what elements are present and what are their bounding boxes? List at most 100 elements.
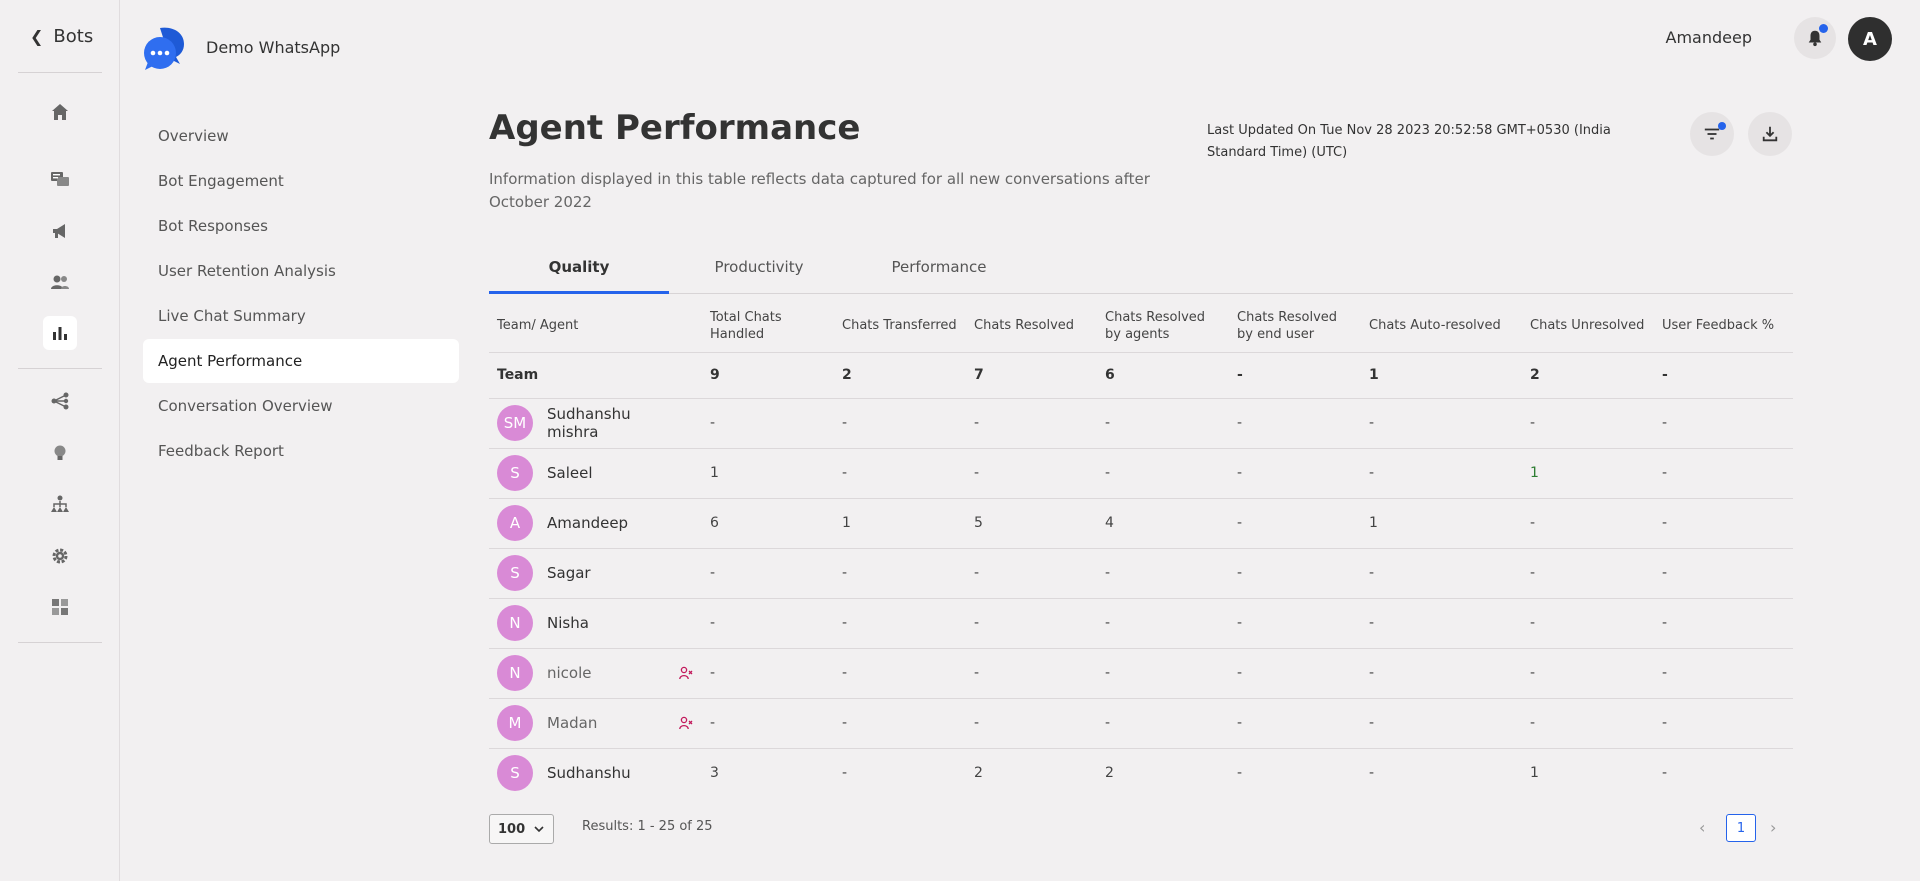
download-button[interactable] [1748,112,1792,156]
table-cell: - [834,597,966,648]
rail-divider [18,642,102,643]
table-cell: - [834,647,966,698]
agent-name: Sagar [547,564,591,582]
table-cell: - [834,547,966,598]
table-cell: - [1097,397,1229,448]
agent-name: Amandeep [547,514,629,532]
table-row: A Amandeep 6 1 5 4 - 1 - - [489,497,1793,548]
col-header-auto-resolved[interactable]: Chats Auto-resolved [1369,318,1501,334]
table-cell: - [1361,447,1522,498]
table-cell: - [1229,597,1361,648]
col-header-resolved-by-end-user[interactable]: Chats Resolved by end user [1237,309,1338,342]
table-cell: - [1654,547,1793,598]
table-cell: - [1229,697,1361,748]
agent-name: Madan [547,714,598,732]
subnav-item-conversation-overview[interactable]: Conversation Overview [158,397,333,415]
table-cell: - [1361,747,1522,798]
chat-icon[interactable] [43,162,77,196]
user-avatar[interactable]: A [1848,17,1892,61]
table-cell: - [702,647,834,698]
col-header-user-feedback[interactable]: User Feedback % [1662,318,1775,334]
table-cell: 1 [1522,747,1654,798]
notifications-button[interactable] [1794,17,1836,59]
agent-name: Saleel [547,464,593,482]
col-header-team-agent[interactable]: Team/ Agent [497,318,579,334]
table-cell: - [1654,647,1793,698]
table-cell: - [1097,447,1229,498]
filter-icon [1704,128,1720,140]
subnav-item-user-retention[interactable]: User Retention Analysis [158,262,336,280]
gear-icon[interactable] [43,539,77,573]
team-cell: - [1654,351,1793,398]
back-to-bots-link[interactable]: ❮ Bots [30,26,93,47]
table-row: S Sudhanshu 3 - 2 2 - - 1 - [489,747,1793,798]
prev-page-button[interactable]: ‹ [1699,818,1706,837]
table-cell: - [966,697,1097,748]
agent-avatar: S [497,555,533,591]
table-cell: - [1361,597,1522,648]
table-cell: - [1097,597,1229,648]
subnav-item-feedback-report[interactable]: Feedback Report [158,442,284,460]
users-icon[interactable] [43,265,77,299]
puzzle-icon[interactable] [43,590,77,624]
team-cell: 2 [1522,351,1654,398]
team-cell: - [1229,351,1361,398]
icon-rail: ❮ Bots [0,0,120,881]
agent-performance-table: Team/ Agent Total Chats Handled Chats Tr… [489,300,1793,798]
page-number-button[interactable]: 1 [1726,814,1756,842]
agent-name: Sudhanshu mishra [547,405,631,441]
table-cell: - [702,397,834,448]
table-cell: - [966,547,1097,598]
table-row: M Madan - - - - - - - - [489,697,1793,748]
table-row: N Nisha - - - - - - - - [489,597,1793,648]
subnav-item-agent-performance[interactable]: Agent Performance [143,339,459,383]
table-cell: - [966,397,1097,448]
bulb-icon[interactable] [43,436,77,470]
team-cell: 2 [834,351,966,398]
team-summary-row: Team 9 2 7 6 - 1 2 - [489,351,1793,398]
tab-quality[interactable]: Quality [489,250,669,294]
tab-performance[interactable]: Performance [891,258,987,276]
filter-button[interactable] [1690,112,1734,156]
table-cell: 2 [966,747,1097,798]
table-cell: - [834,447,966,498]
table-cell: - [1522,497,1654,548]
col-header-unresolved[interactable]: Chats Unresolved [1530,318,1645,334]
table-cell: 4 [1097,497,1229,548]
flow-icon[interactable] [43,384,77,418]
col-header-total-chats[interactable]: Total Chats Handled [710,309,782,342]
analytics-subnav: Overview Bot Engagement Bot Responses Us… [143,114,459,474]
team-cell: 9 [702,351,834,398]
bot-logo-icon [142,24,190,72]
col-header-chats-transferred[interactable]: Chats Transferred [842,318,957,334]
megaphone-icon[interactable] [43,214,77,248]
hierarchy-icon[interactable] [43,487,77,521]
team-cell: 7 [966,351,1097,398]
user-removed-icon [679,666,693,680]
table-cell: - [1522,597,1654,648]
agent-name: Nisha [547,614,589,632]
page-size-value: 100 [498,821,526,837]
subnav-item-bot-responses[interactable]: Bot Responses [158,217,268,235]
table-cell: - [834,397,966,448]
table-cell: 1 [702,447,834,498]
table-cell: - [1229,547,1361,598]
col-header-resolved-by-agents[interactable]: Chats Resolved by agents [1105,309,1206,342]
home-icon[interactable] [43,95,77,129]
table-cell: - [1097,547,1229,598]
table-cell: - [1361,697,1522,748]
subnav-item-bot-engagement[interactable]: Bot Engagement [158,172,284,190]
col-header-chats-resolved[interactable]: Chats Resolved [974,318,1075,334]
tab-productivity[interactable]: Productivity [714,258,804,276]
subnav-item-live-chat-summary[interactable]: Live Chat Summary [158,307,306,325]
table-cell: - [1229,647,1361,698]
rail-divider [18,368,102,369]
analytics-icon[interactable] [43,316,77,350]
table-cell: - [1361,647,1522,698]
table-cell: - [702,597,834,648]
table-cell: - [1361,397,1522,448]
table-cell: - [1229,397,1361,448]
subnav-item-overview[interactable]: Overview [158,127,229,145]
page-size-select[interactable]: 100 [489,814,554,844]
next-page-button[interactable]: › [1770,818,1777,837]
